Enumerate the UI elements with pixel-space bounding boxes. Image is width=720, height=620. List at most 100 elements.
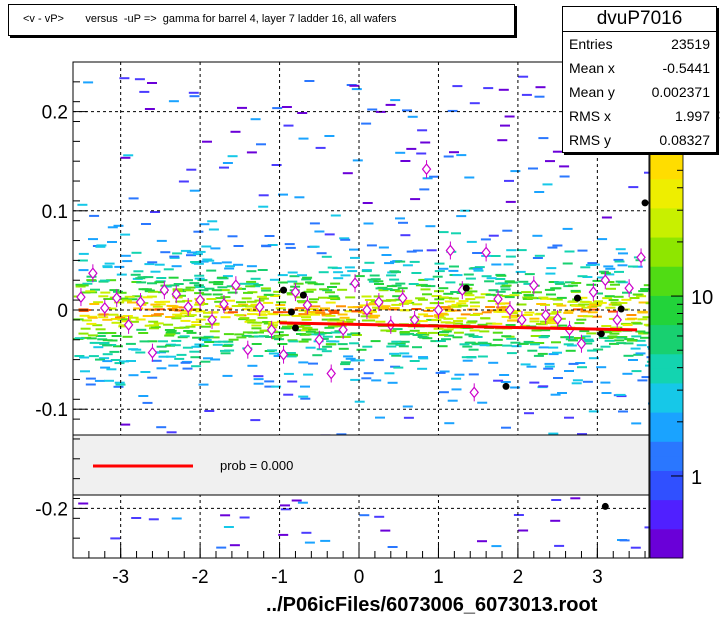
heatmap-bin xyxy=(236,301,246,304)
profile-point xyxy=(540,305,551,324)
heatmap-bin xyxy=(564,309,575,312)
heatmap-bin xyxy=(390,99,401,102)
heatmap-bin xyxy=(122,335,133,338)
heatmap-bin xyxy=(197,279,208,282)
heatmap-bin xyxy=(251,324,262,327)
heatmap-bin xyxy=(620,322,631,325)
color-scale-step xyxy=(650,426,683,442)
outlier-point xyxy=(601,502,609,510)
heatmap-bin xyxy=(256,143,266,146)
heatmap-bin xyxy=(307,301,318,304)
heatmap-bin xyxy=(637,379,648,382)
heatmap-bin xyxy=(325,343,336,346)
heatmap-bin xyxy=(579,300,590,303)
heatmap-bin xyxy=(389,352,400,355)
heatmap-bin xyxy=(643,331,654,334)
heatmap-bin xyxy=(133,270,144,273)
heatmap-bin xyxy=(190,261,201,263)
heatmap-bin xyxy=(100,291,111,294)
heatmap-bin xyxy=(550,519,561,522)
profile-point xyxy=(302,296,313,315)
heatmap-bin xyxy=(251,343,262,345)
heatmap-bin xyxy=(638,332,649,335)
heatmap-bin xyxy=(633,353,644,356)
heatmap-bin xyxy=(349,342,360,345)
heatmap-bin xyxy=(366,244,377,247)
y-tick-label: 0 xyxy=(57,301,68,322)
heatmap-bin xyxy=(147,261,158,264)
heatmap-bin xyxy=(589,308,600,311)
heatmap-bin xyxy=(159,350,170,353)
heatmap-bin xyxy=(151,359,162,362)
heatmap-bin xyxy=(194,343,205,346)
heatmap-bin xyxy=(264,380,275,383)
heatmap-bin xyxy=(435,371,446,374)
heatmap-bin xyxy=(115,316,125,319)
heatmap-bin xyxy=(504,280,515,283)
heatmap-bin xyxy=(452,274,463,277)
heatmap-bin xyxy=(473,269,484,272)
heatmap-bin xyxy=(604,295,615,298)
heatmap-bin xyxy=(614,270,624,273)
heatmap-bin xyxy=(223,526,234,528)
heatmap-bin xyxy=(339,316,350,319)
heatmap-bin xyxy=(395,260,406,263)
heatmap-bin xyxy=(510,310,521,313)
heatmap-bin xyxy=(133,307,144,310)
color-scale-step xyxy=(650,485,683,501)
heatmap-bin xyxy=(209,336,220,339)
heatmap-bin xyxy=(401,301,412,304)
heatmap-bin xyxy=(201,293,212,296)
heatmap-bin xyxy=(447,109,458,112)
heatmap-bin xyxy=(602,331,613,334)
heatmap-bin xyxy=(114,362,125,365)
heatmap-bin xyxy=(539,335,550,337)
heatmap-bin xyxy=(577,315,588,318)
heatmap-bin xyxy=(440,306,451,309)
heatmap-bin xyxy=(138,332,149,334)
heatmap-bin xyxy=(589,303,599,306)
heatmap-bin xyxy=(144,108,155,110)
heatmap-bin xyxy=(524,273,535,276)
heatmap-bin xyxy=(496,274,507,277)
heatmap-bin xyxy=(532,291,542,294)
heatmap-bin xyxy=(456,154,467,157)
heatmap-bin xyxy=(272,107,283,110)
heatmap-bin xyxy=(559,175,570,178)
heatmap-bin xyxy=(456,215,467,218)
heatmap-bin xyxy=(565,349,576,352)
heatmap-bin xyxy=(148,518,159,521)
heatmap-bin xyxy=(635,339,646,342)
heatmap-bin xyxy=(98,295,109,298)
profile-point xyxy=(147,343,158,362)
heatmap-bin xyxy=(364,261,375,264)
heatmap-bin xyxy=(628,186,639,189)
profile-marker xyxy=(469,386,479,399)
heatmap-bin xyxy=(285,246,296,249)
heatmap-bin xyxy=(203,311,213,314)
heatmap-bin xyxy=(97,332,108,335)
heatmap-bin xyxy=(221,261,232,264)
stats-value: 1.997 xyxy=(674,108,710,124)
heatmap-bin xyxy=(619,539,630,542)
heatmap-bin xyxy=(587,305,598,308)
heatmap-bin xyxy=(554,544,565,547)
heatmap-bin xyxy=(469,102,480,105)
heatmap-bin xyxy=(544,365,555,368)
stats-label: Mean y xyxy=(569,84,615,100)
heatmap-bin xyxy=(551,499,562,501)
heatmap-bin xyxy=(180,361,191,364)
heatmap-bin xyxy=(189,189,200,192)
heatmap-bin xyxy=(246,300,257,303)
heatmap-bin xyxy=(386,345,397,348)
heatmap-bin xyxy=(640,336,650,339)
heatmap-bin xyxy=(79,356,90,359)
heatmap-bin xyxy=(538,346,549,349)
heatmap-bin xyxy=(462,292,473,295)
heatmap-bin xyxy=(576,318,587,321)
heatmap-bin xyxy=(302,276,313,279)
heatmap-bin xyxy=(227,235,238,238)
heatmap-bin xyxy=(190,356,201,359)
heatmap-bin xyxy=(296,333,306,335)
heatmap-bin xyxy=(106,307,117,310)
